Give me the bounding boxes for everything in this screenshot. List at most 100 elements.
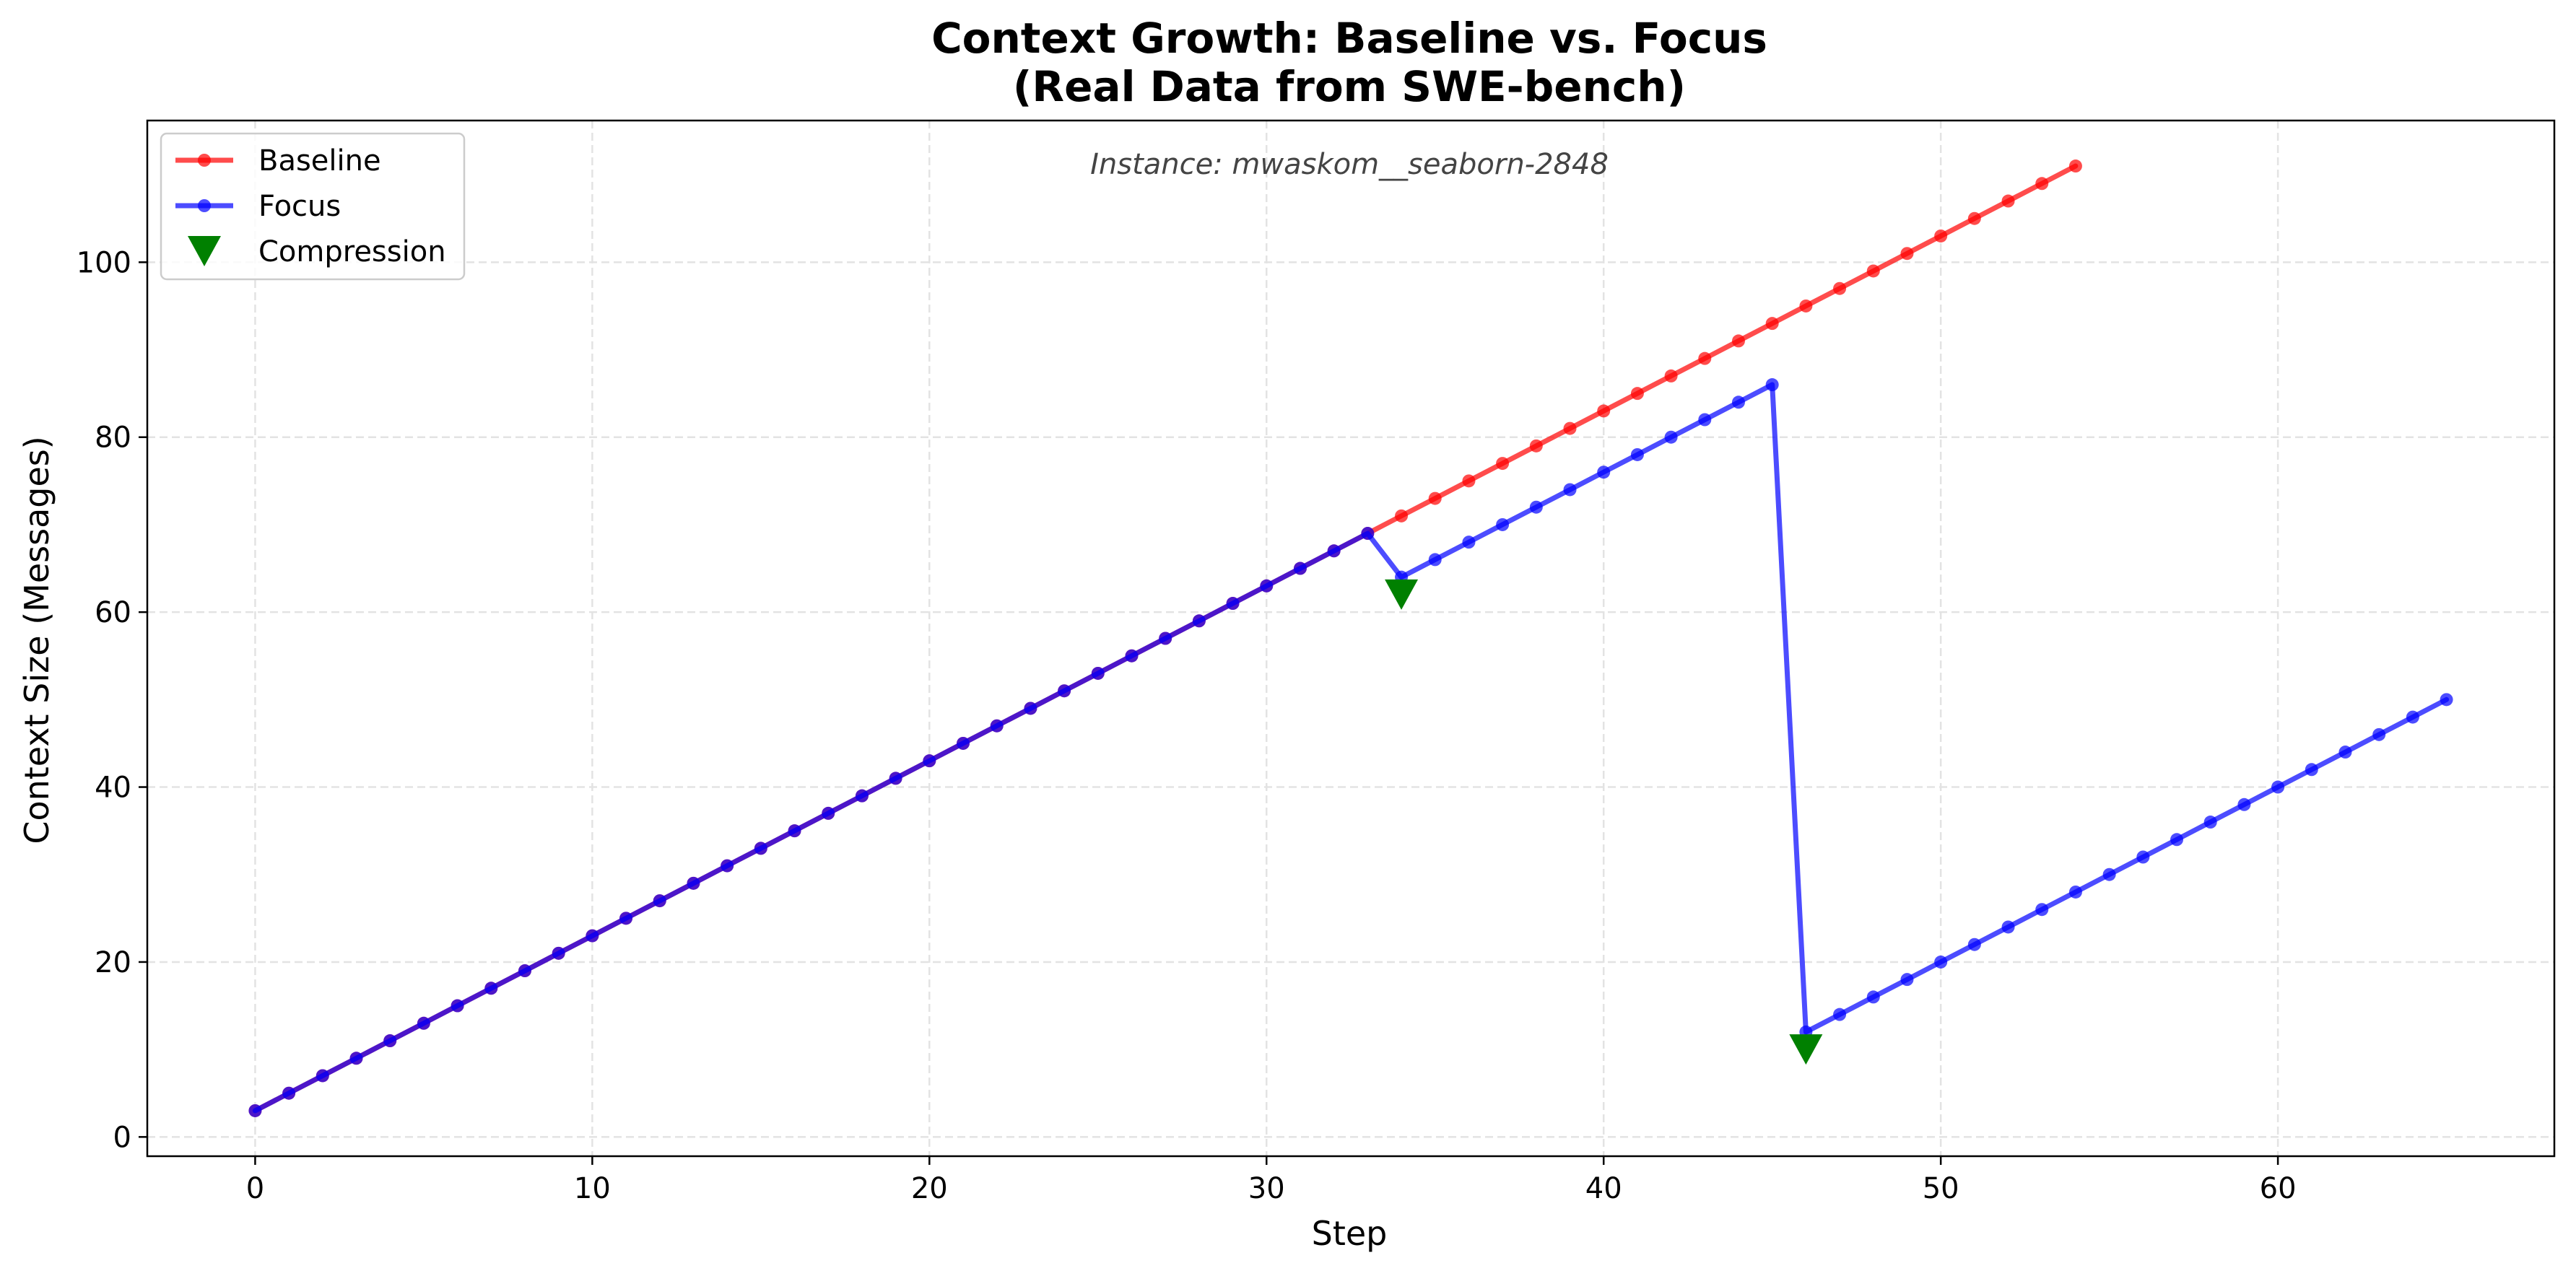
focus-point xyxy=(2068,885,2082,899)
focus-point xyxy=(1496,517,1510,531)
x-tick-label: 0 xyxy=(246,1172,264,1205)
focus-point xyxy=(721,859,734,873)
plot-frame xyxy=(146,119,2556,1158)
baseline-point xyxy=(1866,264,1880,278)
focus-point xyxy=(1597,466,1611,479)
focus-point xyxy=(248,1104,262,1117)
baseline-point xyxy=(1630,387,1644,401)
focus-point xyxy=(1630,447,1644,461)
focus-point xyxy=(552,946,565,960)
legend-focus-label: Focus xyxy=(258,190,341,223)
focus-point xyxy=(1361,527,1375,541)
focus-point xyxy=(2305,763,2318,777)
axes: 0 10 20 30 40 50 60 0 20 40 60 80 100 xyxy=(77,119,2556,1205)
focus-point xyxy=(2440,693,2453,707)
focus-point xyxy=(1900,973,1914,987)
x-tick-label: 20 xyxy=(911,1172,948,1205)
baseline-point xyxy=(1563,421,1577,435)
focus-point xyxy=(1664,430,1678,444)
focus-point xyxy=(653,894,666,908)
focus-point xyxy=(1934,955,1948,969)
legend-box xyxy=(160,132,466,281)
y-tick-label: 100 xyxy=(77,246,131,279)
focus-point xyxy=(2102,868,2116,881)
focus-point xyxy=(788,824,801,838)
focus-point xyxy=(2372,727,2386,741)
compression-marker xyxy=(1789,1034,1823,1065)
focus-point xyxy=(2237,798,2251,811)
baseline-point xyxy=(1765,317,1779,331)
focus-point xyxy=(2035,903,2049,917)
focus-point xyxy=(889,772,902,785)
legend-baseline-label: Baseline xyxy=(258,144,381,178)
focus-point xyxy=(1698,413,1712,427)
series xyxy=(248,160,2453,1117)
baseline-point xyxy=(1395,509,1409,523)
focus-point xyxy=(2406,710,2419,724)
focus-point xyxy=(1091,666,1105,680)
y-axis-label: Context Size (Messages) xyxy=(17,436,56,844)
focus-point xyxy=(2170,833,2184,847)
chart-title-line2: (Real Data from SWE-bench) xyxy=(1013,62,1686,111)
focus-point xyxy=(1058,684,1071,698)
instance-annotation: Instance: mwaskom__seaborn-2848 xyxy=(1090,148,1609,181)
focus-point xyxy=(1260,579,1274,593)
focus-point xyxy=(1159,632,1172,645)
focus-point xyxy=(990,719,1004,733)
focus-point xyxy=(1866,990,1880,1004)
focus-point xyxy=(586,929,599,943)
x-tick-label: 50 xyxy=(1923,1172,1959,1205)
focus-point xyxy=(2271,780,2285,794)
focus-point xyxy=(1125,649,1139,663)
baseline-point xyxy=(1833,281,1847,295)
baseline-point xyxy=(1900,247,1914,261)
baseline-point xyxy=(1428,491,1442,505)
baseline-point xyxy=(1698,351,1712,365)
focus-point xyxy=(349,1052,363,1065)
focus-point xyxy=(383,1034,397,1048)
focus-point xyxy=(619,912,633,925)
focus-point xyxy=(2338,746,2352,759)
legend-compression-label: Compression xyxy=(258,235,446,268)
focus-point xyxy=(1765,378,1779,392)
baseline-point xyxy=(1462,474,1476,488)
focus-point xyxy=(1428,553,1442,567)
focus-point xyxy=(316,1069,329,1083)
focus-point xyxy=(2136,850,2150,864)
focus-point xyxy=(1024,702,1037,715)
focus-point xyxy=(484,982,498,995)
focus-point xyxy=(855,789,869,803)
x-tick-label: 10 xyxy=(574,1172,611,1205)
y-tick-label: 80 xyxy=(95,421,131,455)
focus-point xyxy=(417,1016,430,1030)
baseline-point xyxy=(2001,194,2015,208)
x-tick-label: 60 xyxy=(2260,1172,2297,1205)
focus-point xyxy=(923,754,936,768)
baseline-point xyxy=(1731,334,1745,348)
legend-compression-marker xyxy=(188,236,221,266)
focus-point xyxy=(1327,544,1341,558)
legend-focus-marker xyxy=(198,199,211,212)
x-axis-label: Step xyxy=(1312,1214,1388,1253)
baseline-point xyxy=(2068,160,2082,173)
grid xyxy=(147,121,2554,1156)
focus-point xyxy=(451,999,464,1013)
x-tick-label: 40 xyxy=(1585,1172,1622,1205)
focus-point xyxy=(754,842,767,855)
y-tick-label: 40 xyxy=(95,772,131,805)
y-tick-label: 60 xyxy=(95,596,131,629)
baseline-point xyxy=(1967,211,1981,225)
y-tick-label: 0 xyxy=(113,1121,131,1154)
focus-point xyxy=(282,1086,296,1100)
chart-title-line1: Context Growth: Baseline vs. Focus xyxy=(931,14,1767,63)
baseline-point xyxy=(1799,299,1813,313)
focus-point xyxy=(1833,1008,1847,1021)
baseline-point xyxy=(1529,439,1543,453)
focus-point xyxy=(2001,920,2015,934)
focus-point xyxy=(518,964,531,978)
focus-point xyxy=(1529,500,1543,514)
focus-point xyxy=(1563,483,1577,497)
legend: Baseline Focus Compression xyxy=(160,132,466,281)
focus-point xyxy=(1226,597,1240,611)
